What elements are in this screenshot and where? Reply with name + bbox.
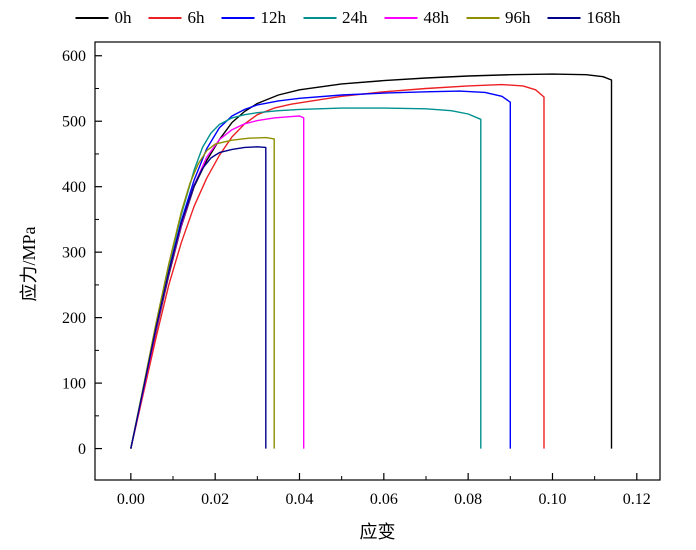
x-tick-label: 0.02	[201, 491, 229, 508]
series-line-12h	[130, 90, 511, 449]
x-axis-title: 应变	[359, 522, 396, 542]
legend-label: 12h	[260, 8, 287, 27]
legend-line-swatch	[148, 17, 182, 19]
y-tick-label: 500	[62, 114, 86, 131]
y-tick-label: 200	[62, 310, 86, 327]
legend-item-48h: 48h	[384, 8, 450, 28]
legend-label: 168h	[586, 8, 621, 27]
legend-line-swatch	[75, 17, 109, 19]
series-line-96h	[130, 136, 275, 449]
legend-item-24h: 24h	[303, 8, 368, 28]
y-tick-label: 300	[62, 245, 86, 262]
x-tick-label: 0.06	[370, 491, 398, 508]
legend-line-swatch	[384, 17, 418, 19]
series-line-168h	[130, 146, 267, 449]
y-tick-label: 100	[62, 376, 86, 393]
legend-label: 0h	[114, 8, 132, 27]
series-line-24h	[130, 107, 482, 449]
legend-line-swatch	[303, 17, 336, 19]
legend-label: 24h	[342, 8, 368, 27]
y-tick-label: 0	[78, 441, 86, 458]
series-line-48h	[130, 115, 305, 449]
legend-line-swatch	[221, 17, 255, 19]
legend-item-0h: 0h	[75, 8, 132, 28]
x-tick-label: 0.10	[538, 491, 566, 508]
legend-label: 48h	[423, 8, 450, 27]
legend-label: 6h	[187, 8, 205, 27]
legend-line-swatch	[547, 17, 581, 19]
y-axis-title: 应力/MPa	[19, 226, 39, 302]
legend-line-swatch	[466, 17, 499, 19]
legend-item-168h: 168h	[547, 8, 621, 28]
chart-legend: 0h 6h 12h 24h 48h 96h 168h	[75, 8, 621, 28]
x-tick-label: 0.04	[285, 491, 313, 508]
plot-border	[94, 41, 661, 481]
x-tick-label: 0.12	[623, 491, 651, 508]
y-tick-label: 400	[62, 179, 86, 196]
legend-item-96h: 96h	[466, 8, 531, 28]
x-tick-label: 0.08	[454, 491, 482, 508]
legend-item-6h: 6h	[148, 8, 205, 28]
series-line-6h	[130, 83, 545, 449]
legend-label: 96h	[505, 8, 531, 27]
legend-item-12h: 12h	[221, 8, 287, 28]
x-tick-label: 0.00	[117, 491, 145, 508]
series-line-0h	[130, 73, 613, 449]
y-tick-label: 600	[62, 48, 86, 65]
